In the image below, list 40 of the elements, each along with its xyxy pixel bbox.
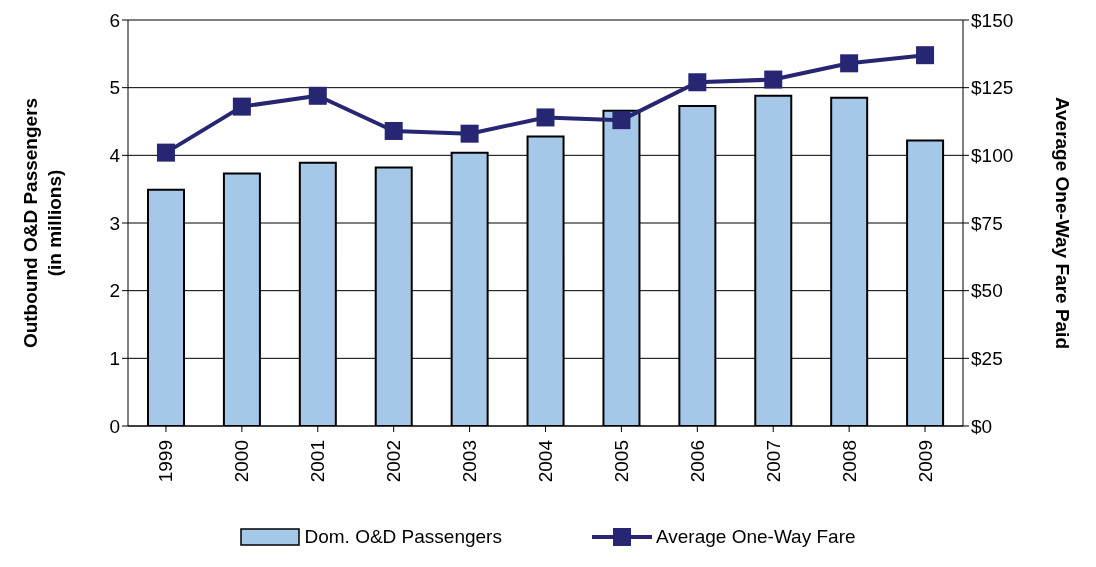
legend-label: Dom. O&D Passengers <box>304 526 502 548</box>
point <box>764 70 783 89</box>
x-tick-label: 2006 <box>686 440 708 483</box>
point <box>916 46 935 65</box>
x-tick-label: 2007 <box>762 440 784 483</box>
legend-label: Average One-Way Fare <box>655 526 856 548</box>
point <box>688 73 707 92</box>
y2-tick-label: $75 <box>971 212 1003 234</box>
point <box>612 111 631 130</box>
x-tick-label: 2000 <box>231 440 253 483</box>
x-tick-label: 1999 <box>155 440 177 483</box>
y-tick-label: 1 <box>109 348 120 370</box>
x-tick-label: 2004 <box>535 439 556 483</box>
y-axis-title: Outbound O&D Passengers (in millions) <box>20 97 65 349</box>
x-tick-label: 2005 <box>610 440 632 483</box>
y2-tick-label: $125 <box>971 77 1014 99</box>
point <box>384 121 403 140</box>
x-tick-label: 2008 <box>838 440 860 483</box>
y2-tick-label: $25 <box>971 348 1003 370</box>
x-tick-label: 2002 <box>383 440 405 483</box>
y-tick-label: 4 <box>109 145 121 167</box>
y-tick-label: 0 <box>109 415 120 437</box>
point <box>460 124 479 143</box>
point <box>232 97 251 116</box>
x-tick-label: 2001 <box>307 440 329 483</box>
point <box>840 54 859 73</box>
y2-tick-label: $100 <box>971 145 1014 167</box>
y2-tick-label: $150 <box>971 9 1014 31</box>
y-tick-label: 6 <box>109 9 120 31</box>
y-tick-label: 5 <box>109 77 120 99</box>
y2-tick-label: $50 <box>971 280 1003 302</box>
point <box>308 86 327 105</box>
y2-axis-title: Average One-Way Fare Paid <box>1052 96 1073 350</box>
x-tick-label: 2009 <box>914 440 936 483</box>
x-tick-label: 2003 <box>459 440 481 483</box>
y-tick-label: 2 <box>109 280 120 302</box>
point <box>536 108 555 127</box>
y-tick-label: 3 <box>109 212 120 234</box>
y2-tick-label: $0 <box>971 415 993 437</box>
point <box>156 143 175 162</box>
